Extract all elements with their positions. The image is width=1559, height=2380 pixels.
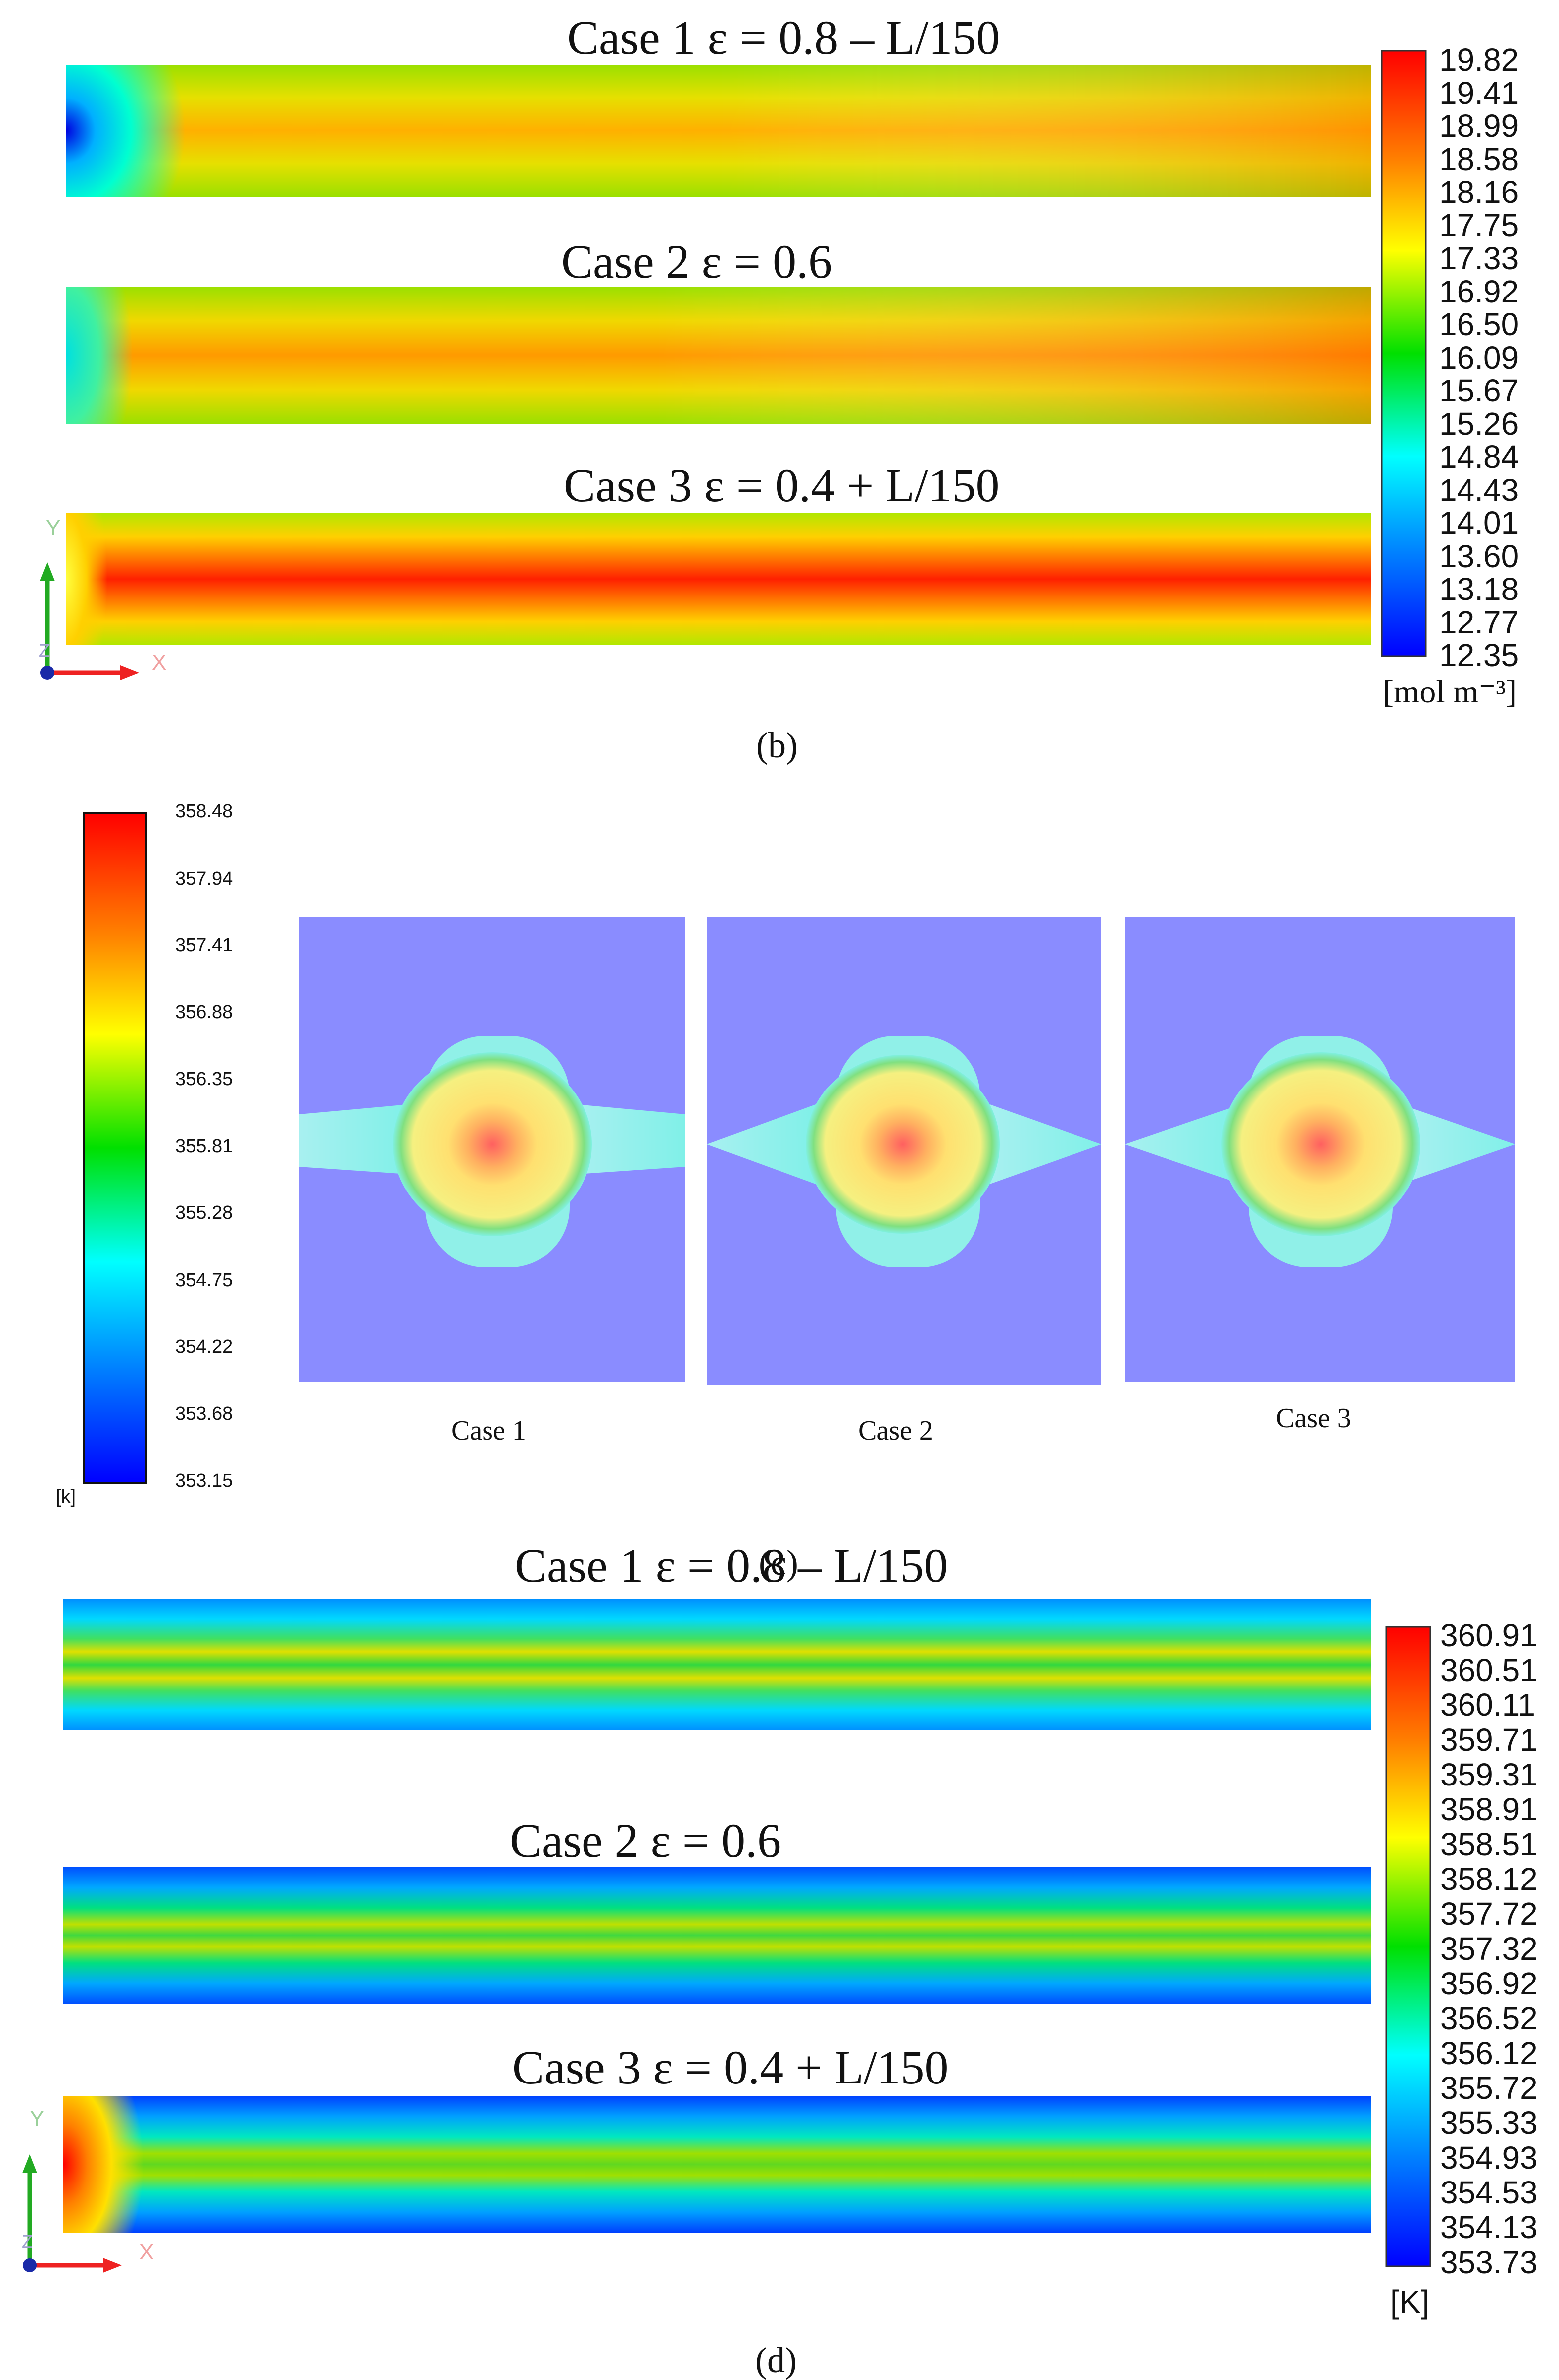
legend-tick-label: 12.35: [1439, 637, 1519, 673]
panel-c: [83, 812, 1515, 1484]
panel-d: [22, 1599, 1431, 2273]
panel-b-axis-y-label: Y: [46, 516, 61, 540]
legend-tick-label: 355.33: [1440, 2105, 1538, 2141]
panel-c-case2-contour: [707, 917, 1101, 1385]
legend-tick-label: 358.51: [1440, 1826, 1538, 1862]
legend-tick-label: 17.75: [1439, 207, 1519, 243]
panel-b-legend-unit: [mol m⁻³]: [1383, 674, 1517, 710]
panel-b-case1-contour: [66, 65, 1371, 197]
legend-tick-label: 357.72: [1440, 1896, 1538, 1932]
legend-tick-label: 353.73: [1440, 2244, 1538, 2280]
panel-c-case3-label: Case 3: [1276, 1403, 1351, 1434]
panel-b-label: (b): [756, 725, 798, 765]
legend-tick-label: 357.32: [1440, 1931, 1538, 1967]
panel-b-case3-contour: [66, 513, 1371, 645]
legend-tick-label: 354.75: [175, 1269, 233, 1290]
panel-b-legend-bar: [1381, 50, 1427, 657]
panel-d-axis-x-label: X: [139, 2240, 154, 2264]
legend-tick-label: 14.43: [1439, 472, 1519, 508]
legend-tick-label: 12.77: [1439, 604, 1519, 640]
panel-b-case3-title: Case 3 ε = 0.4 + L/150: [564, 459, 1000, 512]
panel-d-case3-title: Case 3 ε = 0.4 + L/150: [512, 2041, 949, 2094]
legend-tick-label: 15.67: [1439, 373, 1519, 408]
panel-d-axis-y-label: Y: [30, 2106, 45, 2131]
panel-d-case1-contour: [63, 1599, 1371, 1730]
panel-b-axis-triad: [40, 562, 139, 680]
legend-tick-label: 358.91: [1440, 1791, 1538, 1827]
panel-b-case2-title: Case 2 ε = 0.6: [561, 235, 833, 288]
legend-tick-label: 354.22: [175, 1336, 233, 1357]
legend-tick-label: 354.13: [1440, 2209, 1538, 2245]
panel-d-legend-bar: [1385, 1626, 1431, 2267]
legend-tick-label: 19.41: [1439, 75, 1519, 111]
panel-d-case1-title: Case 1 ε = 0.8 – L/150: [515, 1539, 948, 1592]
legend-tick-label: 17.33: [1439, 240, 1519, 276]
legend-tick-label: 16.50: [1439, 306, 1519, 342]
panel-c-case2-label: Case 2: [858, 1415, 933, 1446]
legend-tick-label: 19.82: [1439, 42, 1519, 78]
legend-tick-label: 360.91: [1440, 1617, 1538, 1653]
panel-d-axis-z-label: Z: [22, 2231, 33, 2252]
panel-c-legend-bar: [83, 812, 147, 1484]
panel-c-label: (c): [759, 1543, 798, 1583]
legend-tick-label: 18.58: [1439, 141, 1519, 177]
panel-c-case1-contour: [299, 917, 685, 1382]
legend-tick-label: 358.48: [175, 801, 233, 822]
legend-tick-label: 359.71: [1440, 1722, 1538, 1758]
panel-d-axis-triad: [22, 2154, 122, 2273]
legend-tick-label: 13.18: [1439, 571, 1519, 607]
panel-c-case3-contour: [1125, 917, 1515, 1382]
panel-d-label: (d): [755, 2340, 797, 2380]
legend-tick-label: 354.53: [1440, 2175, 1538, 2210]
legend-tick-label: 359.31: [1440, 1757, 1538, 1792]
legend-tick-label: 357.41: [175, 935, 233, 956]
legend-tick-label: 353.68: [175, 1403, 233, 1424]
legend-tick-label: 355.81: [175, 1135, 233, 1157]
legend-tick-label: 355.72: [1440, 2070, 1538, 2106]
legend-tick-label: 14.01: [1439, 505, 1519, 541]
legend-tick-label: 15.26: [1439, 405, 1519, 442]
legend-tick-label: 18.16: [1439, 174, 1519, 210]
legend-tick-label: 358.12: [1440, 1861, 1538, 1897]
legend-tick-label: 353.15: [175, 1470, 233, 1491]
legend-tick-label: 360.51: [1440, 1652, 1538, 1688]
legend-tick-label: 354.93: [1440, 2140, 1538, 2176]
panel-b: [40, 50, 1427, 680]
panel-b-case2-contour: [66, 287, 1371, 424]
panel-c-case1-label: Case 1: [451, 1415, 526, 1446]
legend-tick-label: 356.88: [175, 1001, 233, 1023]
legend-tick-label: 18.99: [1439, 108, 1519, 144]
legend-tick-label: 16.92: [1439, 273, 1519, 309]
panel-c-legend-unit: [k]: [56, 1487, 76, 1507]
panel-d-case2-contour: [63, 1867, 1371, 2004]
legend-tick-label: 356.52: [1440, 2000, 1538, 2036]
panel-b-case1-title: Case 1 ε = 0.8 – L/150: [567, 11, 1000, 64]
legend-tick-label: 16.09: [1439, 339, 1519, 376]
legend-tick-label: 355.28: [175, 1202, 233, 1223]
legend-tick-label: 357.94: [175, 868, 233, 889]
panel-b-axis-x-label: X: [152, 650, 167, 675]
legend-tick-label: 356.12: [1440, 2035, 1538, 2071]
legend-tick-label: 356.92: [1440, 1966, 1538, 2001]
panel-d-case3-contour: [63, 2096, 1371, 2233]
panel-d-case2-title: Case 2 ε = 0.6: [510, 1814, 781, 1867]
legend-tick-label: 356.35: [175, 1069, 233, 1090]
legend-tick-label: 360.11: [1440, 1687, 1535, 1723]
panel-d-legend-unit: [K]: [1390, 2284, 1430, 2320]
legend-tick-label: 14.84: [1439, 439, 1519, 475]
panel-b-axis-z-label: Z: [39, 640, 50, 661]
legend-tick-label: 13.60: [1439, 538, 1519, 574]
